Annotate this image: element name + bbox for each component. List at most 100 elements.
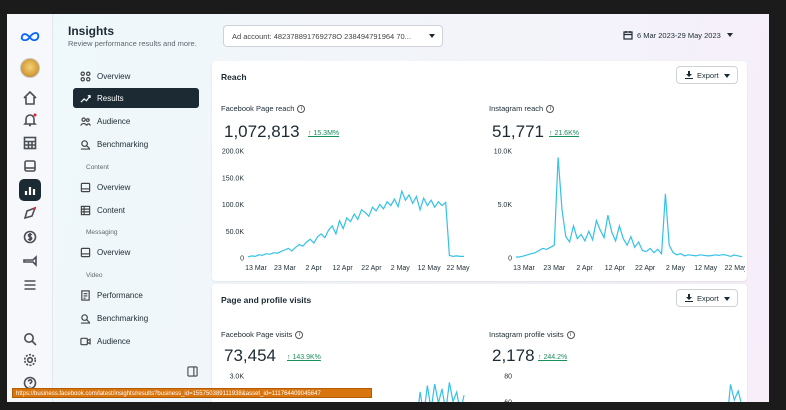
sidebar-item-benchmarking[interactable]: Benchmarking — [73, 134, 199, 154]
sidebar-item-content-overview[interactable]: Overview — [73, 177, 199, 197]
performance-icon — [79, 289, 91, 301]
video-audience-icon — [79, 335, 91, 347]
y-tick-label: 150.0K — [222, 175, 245, 182]
x-tick-label: 13 Mar — [513, 265, 535, 272]
date-range-picker[interactable]: 6 Mar 2023-29 May 2023 — [623, 30, 733, 40]
sidebar-item-label: Performance — [97, 290, 143, 300]
page-visits-card: Page and profile visits Export Facebook … — [212, 284, 747, 402]
facebook-visits-chart: 3.0K — [230, 374, 465, 402]
date-range-value: 6 Mar 2023-29 May 2023 — [637, 30, 721, 40]
chevron-down-icon — [429, 34, 435, 38]
series-line — [247, 189, 464, 258]
y-tick-label: 50.0K — [226, 229, 245, 236]
instagram-visits-change: ↑ 244.2% — [538, 354, 568, 361]
content-table-icon — [79, 204, 91, 216]
chevron-down-icon — [726, 33, 733, 37]
instagram-reach-label: Instagram reach i — [489, 104, 555, 114]
sidebar-item-overview[interactable]: Overview — [73, 66, 199, 86]
campaign-icon[interactable] — [20, 251, 40, 271]
sidebar-item-video-benchmarking[interactable]: Benchmarking — [73, 308, 199, 328]
settings-gear-icon[interactable] — [20, 350, 40, 370]
sidebar-item-video-performance[interactable]: Performance — [73, 285, 199, 305]
series-line — [418, 382, 465, 402]
facebook-visits-value: 73,454 — [224, 346, 276, 365]
results-trend-icon — [79, 92, 91, 104]
x-tick-label: 12 Apr — [605, 265, 626, 272]
x-tick-label: 13 Mar — [245, 265, 267, 272]
sidebar-item-label: Overview — [97, 247, 131, 257]
avatar[interactable] — [20, 58, 40, 78]
facebook-reach-label: Facebook Page reach i — [221, 104, 306, 114]
y-tick-label: 100.0K — [222, 202, 245, 209]
x-tick-label: 22 Apr — [635, 265, 656, 272]
x-tick-label: 22 May — [447, 265, 470, 272]
sidebar-item-label: Content — [97, 205, 126, 215]
x-tick-label: 12 May — [418, 265, 441, 272]
menu-icon[interactable] — [20, 275, 40, 295]
x-tick-label: 12 May — [694, 265, 717, 272]
messaging-overview-icon — [79, 246, 91, 258]
x-tick-label: 2 Apr — [576, 265, 593, 272]
x-tick-label: 23 Mar — [274, 265, 296, 272]
collapse-sidebar-icon[interactable] — [187, 364, 199, 377]
meta-logo-icon[interactable] — [20, 26, 40, 46]
reach-card: Reach Export Facebook Page reach i 1,072,… — [212, 61, 747, 281]
download-icon — [685, 71, 693, 79]
notifications-icon[interactable] — [20, 110, 40, 130]
facebook-visits-label: Facebook Page visits i — [221, 330, 304, 340]
instagram-visits-chart: 80 60 — [504, 374, 742, 403]
x-tick-label: 22 May — [725, 265, 745, 272]
y-tick-label: 200.0K — [222, 149, 245, 156]
page-subtitle: Review performance results and more. — [68, 39, 197, 48]
ad-account-select[interactable]: Ad account: 482378891769278O 23849479196… — [223, 25, 443, 47]
monetization-icon[interactable] — [20, 227, 40, 247]
planner-grid-icon[interactable] — [20, 133, 40, 153]
info-icon[interactable]: i — [297, 105, 306, 114]
info-icon[interactable]: i — [546, 105, 555, 114]
content-icon[interactable] — [20, 156, 40, 176]
insights-icon[interactable] — [19, 179, 41, 201]
sidebar-item-video-audience[interactable]: Audience — [73, 331, 199, 351]
facebook-reach-chart: 0 50.0K 100.0K 150.0K 200.0K 13 Mar 23 Mar 2 Ap… — [222, 149, 470, 273]
info-icon[interactable]: i — [295, 331, 304, 340]
instagram-reach-chart: 0 5.0K 10.0K 13 Mar 23 Mar 2 Apr 12 Apr 22 Apr 2… — [494, 149, 745, 273]
instagram-reach-value: 51,771 — [492, 122, 544, 141]
x-tick-label: 2 May — [391, 265, 411, 272]
y-tick-label: 5.0K — [498, 202, 513, 209]
y-tick-label: 80 — [504, 374, 512, 381]
y-tick-label: 0 — [240, 256, 244, 263]
chevron-down-icon — [724, 297, 730, 301]
sidebar-item-content[interactable]: Content — [73, 200, 199, 220]
sidebar-item-results[interactable]: Results — [73, 88, 199, 108]
info-icon[interactable]: i — [566, 331, 575, 340]
search-icon[interactable] — [20, 329, 40, 349]
x-tick-label: 12 Apr — [332, 265, 353, 272]
y-tick-label: 60 — [504, 400, 512, 403]
sidebar-item-label: Benchmarking — [97, 313, 149, 323]
export-button[interactable]: Export — [676, 289, 738, 307]
sidebar-item-label: Overview — [97, 71, 131, 81]
insights-sidebar: Insights Review performance results and … — [53, 14, 209, 402]
export-button[interactable]: Export — [676, 66, 738, 84]
section-label-content: Content — [86, 164, 109, 171]
icon-rail — [7, 14, 53, 402]
chevron-down-icon — [724, 74, 730, 78]
sidebar-item-messaging-overview[interactable]: Overview — [73, 242, 199, 262]
x-tick-label: 2 Apr — [306, 265, 323, 272]
y-tick-label: 10.0K — [494, 149, 513, 156]
facebook-reach-value: 1,072,813 — [224, 122, 300, 141]
reach-card-title: Reach — [221, 72, 247, 82]
home-icon[interactable] — [20, 88, 40, 108]
series-line — [515, 157, 743, 258]
download-icon — [685, 294, 693, 302]
sidebar-item-label: Overview — [97, 182, 131, 192]
x-tick-label: 23 Mar — [543, 265, 565, 272]
ads-icon[interactable] — [20, 203, 40, 223]
instagram-reach-change: ↑ 21.6K% — [549, 130, 579, 137]
sidebar-item-label: Audience — [97, 336, 131, 346]
overview-icon — [79, 70, 91, 82]
sidebar-item-audience[interactable]: Audience — [73, 111, 199, 131]
section-label-video: Video — [86, 272, 103, 279]
export-label: Export — [697, 293, 719, 303]
sidebar-item-label: Audience — [97, 116, 131, 126]
